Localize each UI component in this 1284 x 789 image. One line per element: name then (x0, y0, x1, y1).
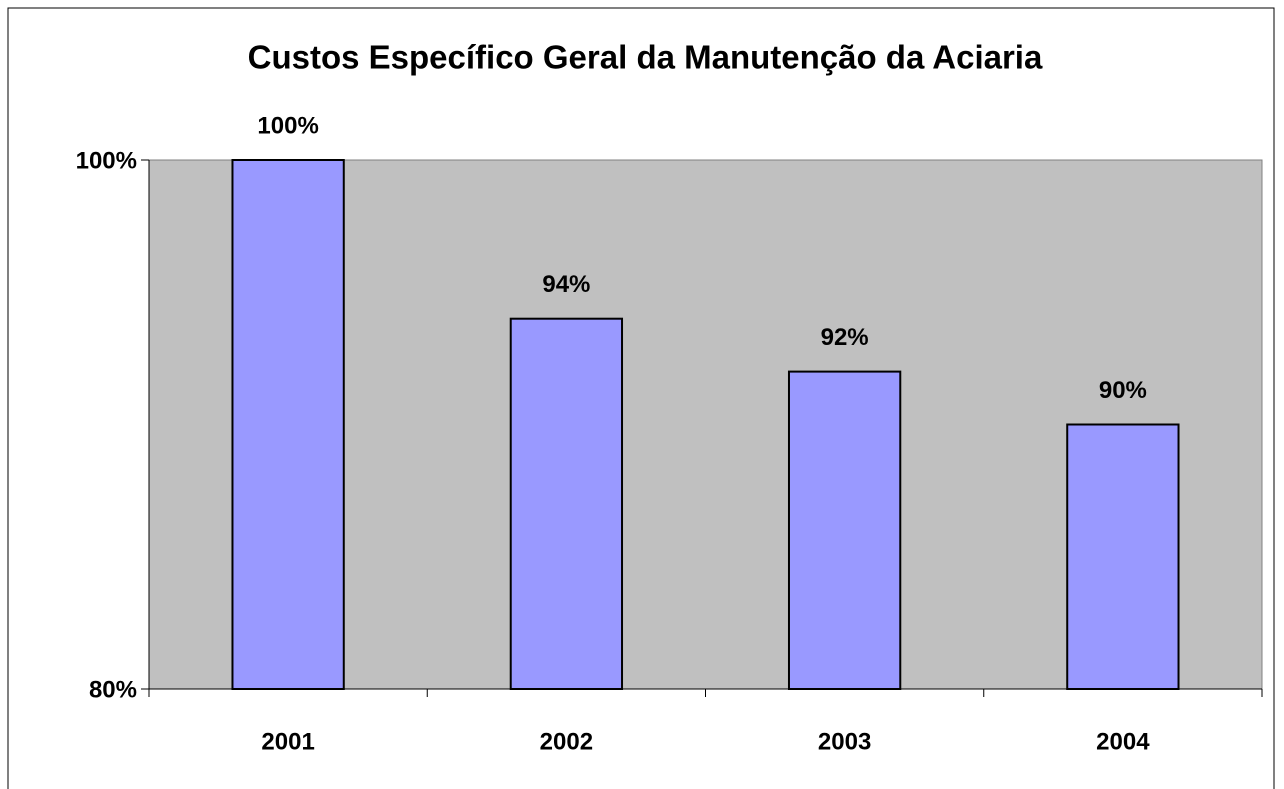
x-tick-label: 2002 (540, 728, 593, 755)
value-label: 94% (542, 271, 590, 298)
value-label: 100% (257, 112, 318, 139)
bar (1066, 423, 1180, 690)
bar (231, 159, 345, 690)
x-tick-label: 2003 (818, 728, 871, 755)
x-tick-label: 2001 (261, 728, 314, 755)
bar (509, 317, 624, 690)
x-tick-label: 2004 (1096, 728, 1150, 755)
value-label: 90% (1099, 377, 1147, 404)
y-tick-label: 100% (76, 147, 137, 174)
value-label: 92% (821, 324, 869, 351)
chart-title: Custos Específico Geral da Manutenção da… (248, 39, 1043, 76)
bar (787, 370, 902, 690)
y-tick-label: 80% (89, 676, 137, 703)
